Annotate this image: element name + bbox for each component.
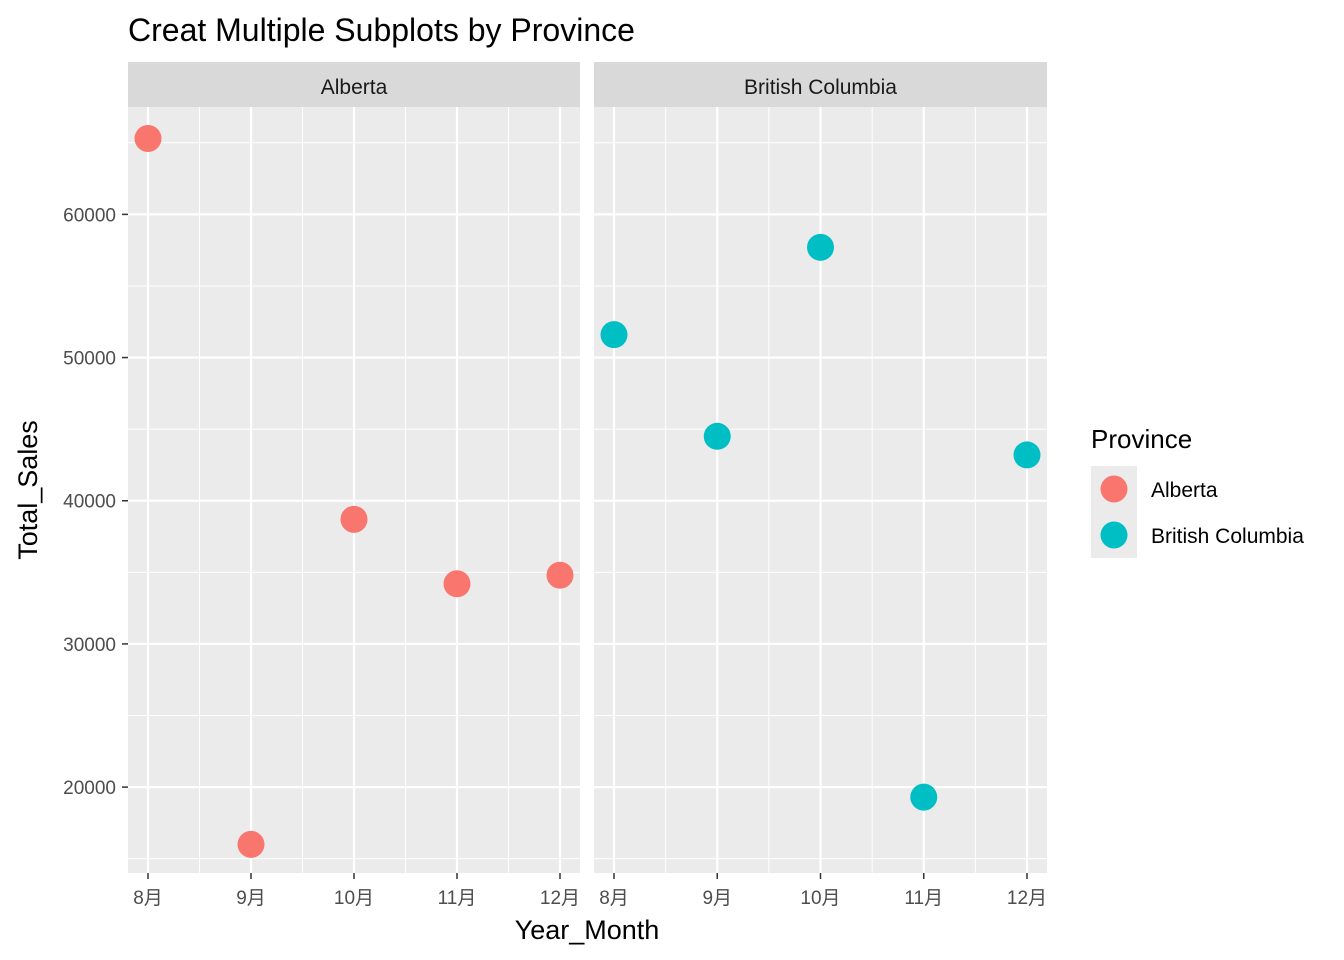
x-axis-title: Year_Month xyxy=(515,915,660,945)
x-tick-label: 8月 xyxy=(133,888,163,909)
data-point xyxy=(443,570,471,598)
legend-marker xyxy=(1100,521,1128,549)
y-tick-label: 40000 xyxy=(63,492,116,513)
x-tick-label: 12月 xyxy=(540,888,580,909)
y-tick-label: 60000 xyxy=(63,205,116,226)
y-axis-title: Total_Sales xyxy=(13,420,43,560)
x-tick-label: 12月 xyxy=(1007,888,1047,909)
x-tick-label: 11月 xyxy=(904,888,943,909)
data-point xyxy=(1013,441,1041,469)
legend-label: Alberta xyxy=(1151,479,1218,502)
data-point xyxy=(546,561,574,589)
legend-title: Province xyxy=(1091,424,1192,454)
x-tick-label: 8月 xyxy=(599,888,629,909)
x-tick-label: 11月 xyxy=(438,888,477,909)
y-tick-label: 30000 xyxy=(63,635,116,656)
facet-panel: Alberta 8月 9月 10月 11月 12月 xyxy=(128,62,580,909)
chart-title: Creat Multiple Subplots by Province xyxy=(128,12,635,48)
data-point xyxy=(600,321,628,349)
facet-panels: Alberta 8月 9月 10月 11月 12月 British Columbia 8月 9月… xyxy=(128,62,1047,909)
facet-panel: British Columbia 8月 9月 10月 11月 12月 xyxy=(594,62,1047,909)
x-tick-label: 10月 xyxy=(334,888,374,909)
data-point xyxy=(703,422,731,450)
legend: Province Alberta British Columbia xyxy=(1091,424,1304,558)
legend-label: British Columbia xyxy=(1151,525,1304,548)
legend-marker xyxy=(1100,475,1128,503)
facet-strip-label: Alberta xyxy=(321,76,388,99)
facet-strip-label: British Columbia xyxy=(744,76,897,99)
y-tick-label: 50000 xyxy=(63,349,116,370)
data-point xyxy=(807,233,834,261)
data-point xyxy=(134,124,162,152)
facet-strip xyxy=(128,62,580,107)
facet-strip xyxy=(594,62,1047,107)
data-point xyxy=(910,783,938,811)
x-tick-label: 10月 xyxy=(800,888,840,909)
y-axis: 20000 30000 40000 50000 60000 xyxy=(63,205,128,799)
x-tick-label: 9月 xyxy=(236,888,266,909)
x-tick-label: 9月 xyxy=(702,888,732,909)
data-point xyxy=(237,830,265,858)
data-point xyxy=(340,505,368,533)
y-tick-label: 20000 xyxy=(63,778,116,799)
